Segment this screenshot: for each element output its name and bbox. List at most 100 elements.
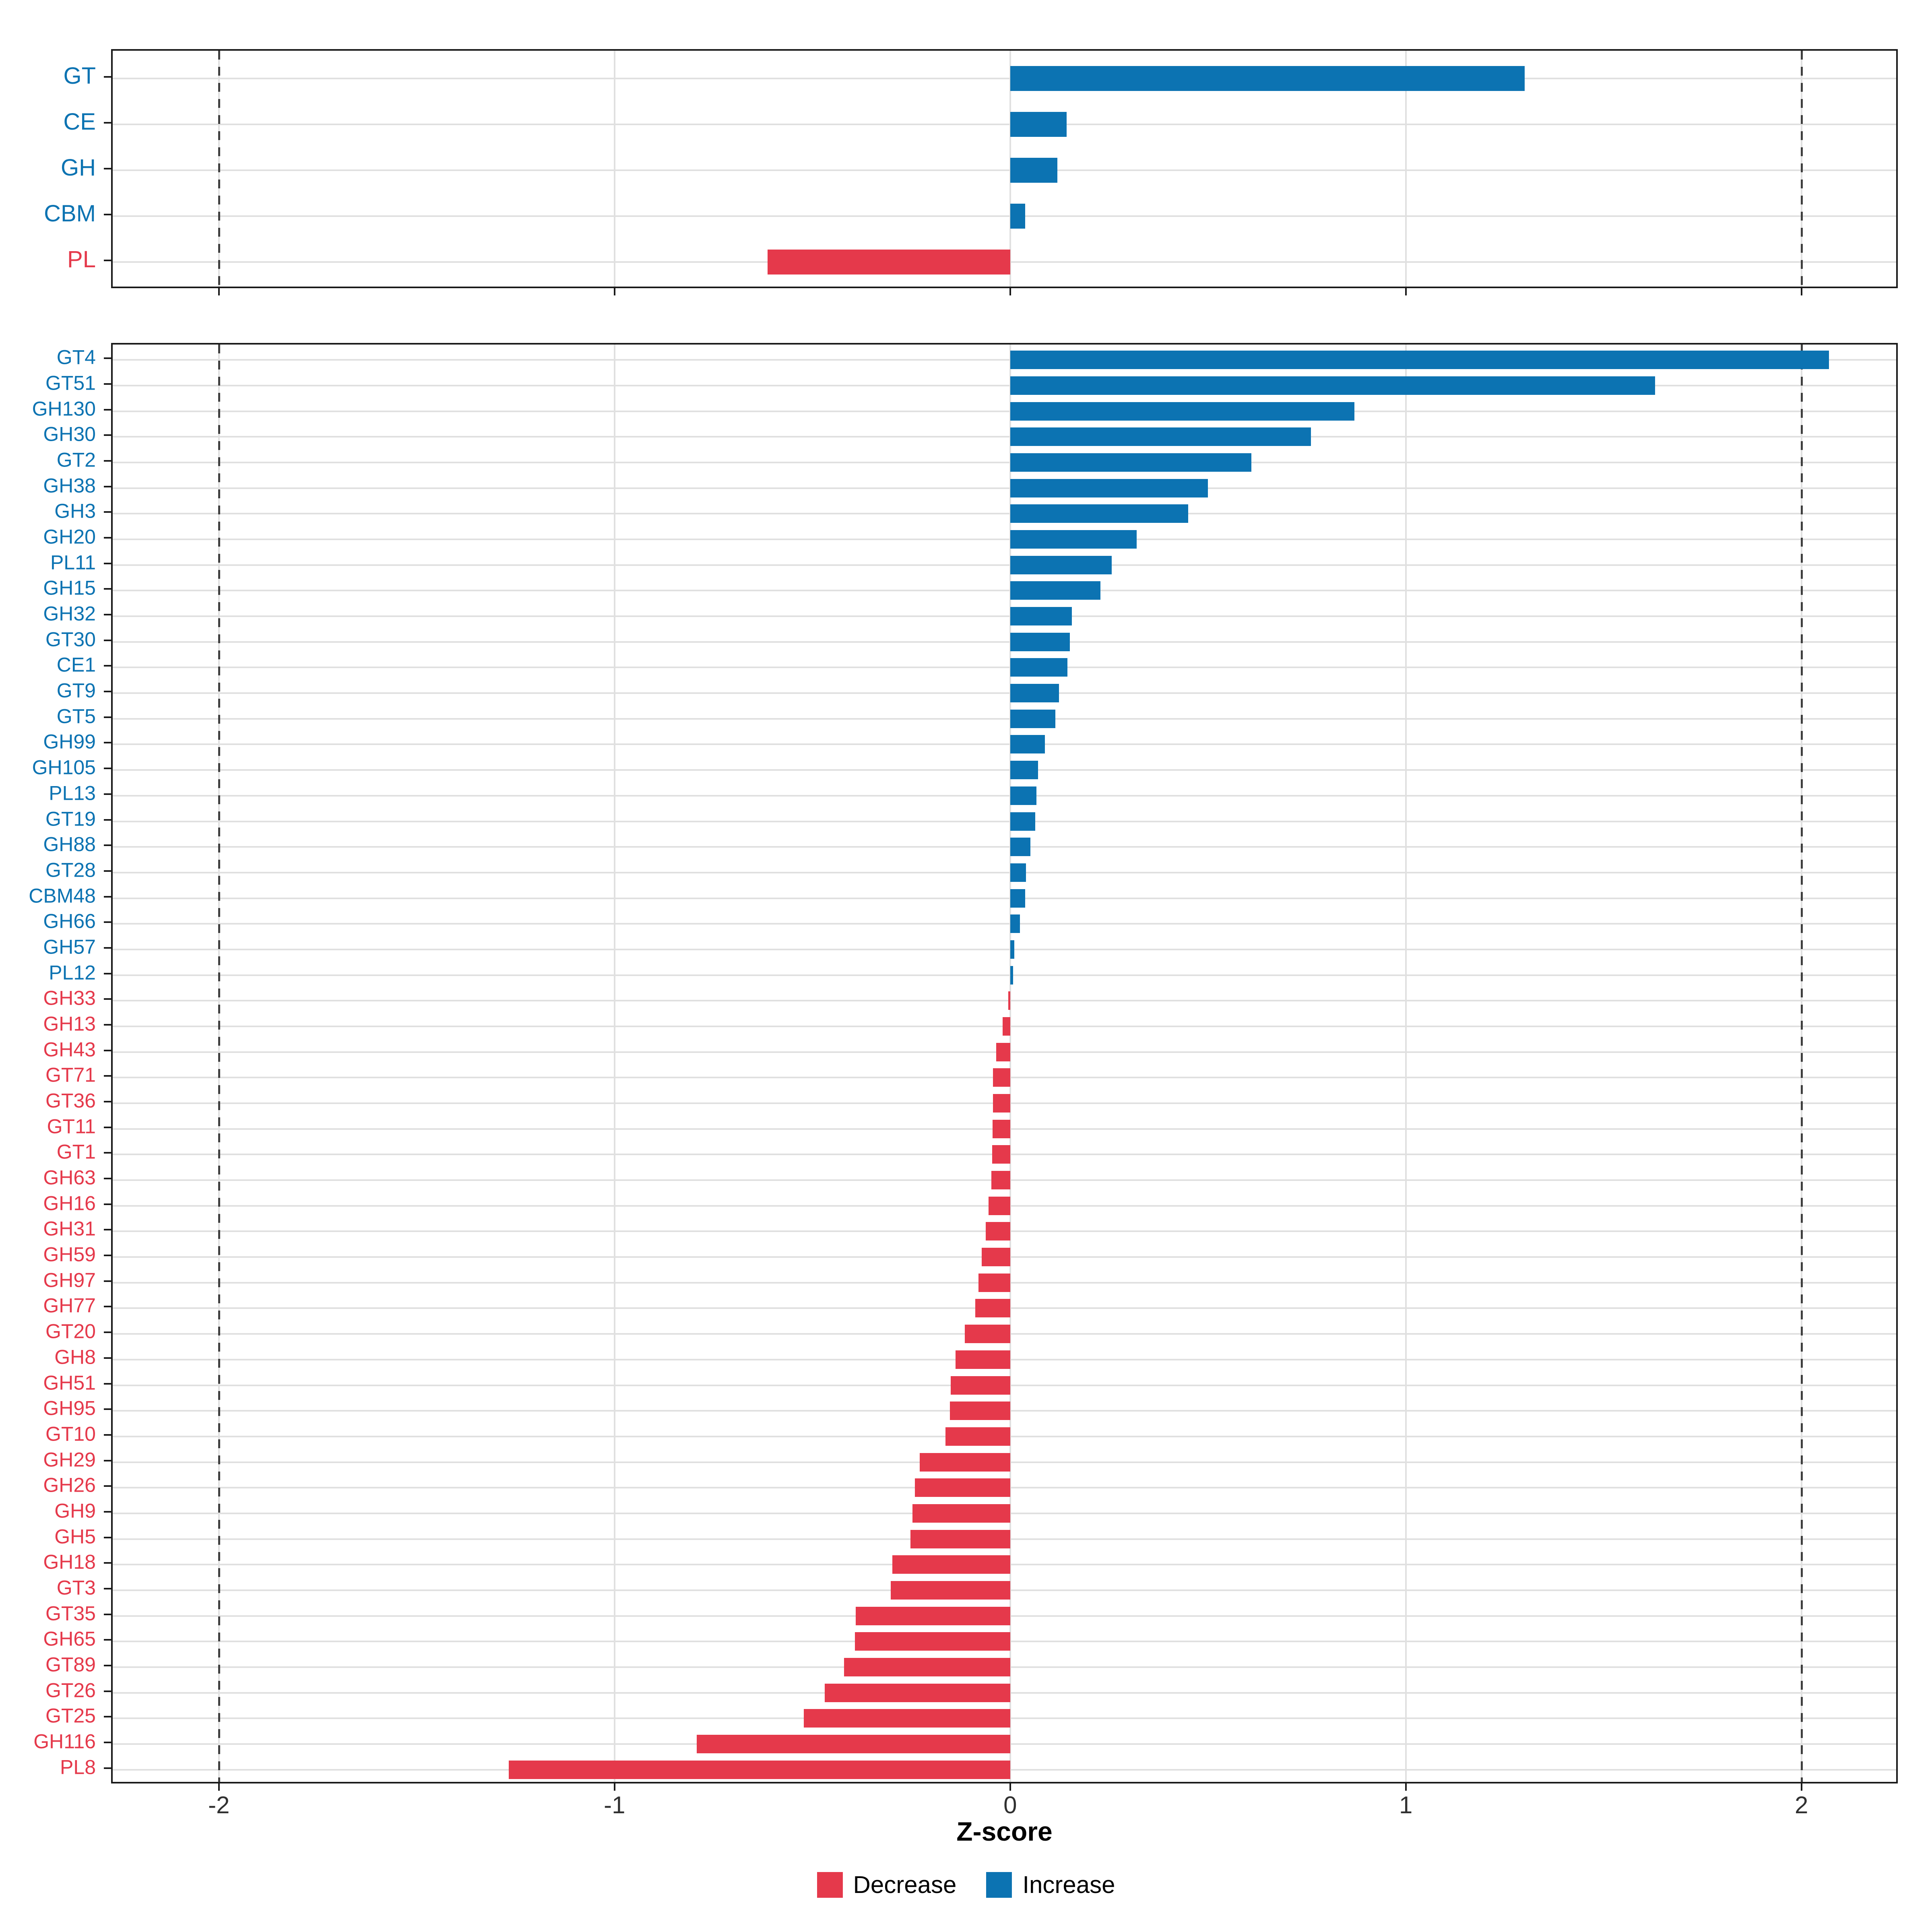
y-tick-mark (104, 691, 111, 693)
y-tick-mark (104, 1767, 111, 1769)
panel-families (111, 343, 1898, 1783)
horizontal-gridline (113, 77, 1896, 79)
category-label-GH30: GH30 (43, 423, 96, 446)
bar-GH38 (1010, 479, 1208, 497)
x-tick-label: -1 (604, 1792, 625, 1818)
y-tick-mark (104, 214, 111, 216)
y-tick-mark (104, 76, 111, 78)
y-tick-mark (104, 1716, 111, 1718)
bar-GT5 (1010, 709, 1055, 728)
category-label-GT10: GT10 (45, 1422, 96, 1445)
y-tick-mark (104, 460, 111, 462)
horizontal-gridline (113, 871, 1896, 873)
y-tick-mark (104, 1126, 111, 1128)
horizontal-gridline (113, 718, 1896, 720)
x-axis-title: Z-score (956, 1816, 1053, 1846)
increase-swatch (986, 1872, 1012, 1898)
bar-GH77 (975, 1299, 1010, 1318)
bar-GH13 (1003, 1017, 1010, 1036)
bar-GH99 (1010, 735, 1045, 754)
category-label-GH63: GH63 (43, 1166, 96, 1189)
category-label-GT25: GT25 (45, 1705, 96, 1728)
y-tick-mark (104, 1485, 111, 1487)
category-label-GT89: GT89 (45, 1653, 96, 1676)
category-label-GT5: GT5 (56, 705, 96, 728)
y-tick-mark (104, 1459, 111, 1461)
y-tick-mark (104, 639, 111, 641)
y-tick-mark (104, 947, 111, 949)
y-tick-mark (104, 665, 111, 667)
category-label-GT9: GT9 (56, 679, 96, 702)
category-label-GT36: GT36 (45, 1089, 96, 1112)
horizontal-gridline (113, 513, 1896, 515)
x-tick-mark (613, 288, 615, 295)
category-label-PL11: PL11 (50, 551, 96, 574)
horizontal-gridline (113, 410, 1896, 412)
bar-GH66 (1010, 914, 1020, 933)
bar-GH18 (892, 1555, 1010, 1574)
category-label-GT19: GT19 (45, 807, 96, 830)
category-label-GT3: GT3 (56, 1576, 96, 1599)
category-label-GT4: GT4 (56, 346, 96, 369)
category-label-PL8: PL8 (60, 1756, 96, 1779)
y-tick-mark (104, 409, 111, 411)
y-tick-mark (104, 1203, 111, 1205)
dashed-reference-line (218, 51, 220, 287)
horizontal-gridline (113, 461, 1896, 463)
bar-GH63 (991, 1171, 1010, 1190)
y-tick-mark (104, 768, 111, 770)
bar-GT10 (945, 1427, 1010, 1446)
bar-GT30 (1010, 632, 1070, 651)
category-label-CBM: CBM (44, 200, 96, 227)
bar-GH51 (951, 1376, 1010, 1395)
category-label-GT11: GT11 (47, 1115, 96, 1138)
horizontal-gridline (113, 538, 1896, 540)
y-tick-mark (104, 1408, 111, 1410)
horizontal-gridline (113, 769, 1896, 771)
category-label-GH116: GH116 (33, 1730, 96, 1753)
horizontal-gridline (113, 948, 1896, 950)
decrease-swatch (817, 1872, 843, 1898)
x-tick-mark (1009, 1783, 1011, 1791)
category-label-GH66: GH66 (43, 910, 96, 933)
bar-GH8 (956, 1350, 1010, 1369)
x-tick-mark (1405, 1783, 1407, 1791)
y-tick-mark (104, 1588, 111, 1589)
y-tick-mark (104, 819, 111, 821)
panel-summary (111, 49, 1898, 288)
bar-PL11 (1010, 555, 1112, 574)
bar-GT4 (1010, 351, 1829, 369)
horizontal-gridline (113, 436, 1896, 438)
category-label-GH31: GH31 (43, 1218, 96, 1241)
bar-GT25 (803, 1709, 1010, 1728)
x-tick-mark (1800, 288, 1802, 295)
y-tick-mark (104, 357, 111, 359)
category-label-CE1: CE1 (56, 654, 96, 677)
vertical-gridline (613, 345, 615, 1782)
y-tick-mark (104, 844, 111, 846)
category-label-GH43: GH43 (43, 1038, 96, 1061)
bar-GT9 (1010, 684, 1059, 703)
horizontal-gridline (113, 1000, 1896, 1002)
bar-CBM (1010, 204, 1026, 229)
y-tick-mark (104, 1075, 111, 1077)
y-tick-mark (104, 998, 111, 1000)
vertical-gridline (1405, 51, 1407, 287)
category-label-GT35: GT35 (45, 1602, 96, 1625)
category-label-GH29: GH29 (43, 1448, 96, 1471)
y-tick-mark (104, 614, 111, 616)
horizontal-gridline (113, 359, 1896, 361)
bar-GH20 (1010, 530, 1137, 549)
bar-PL13 (1010, 786, 1036, 805)
horizontal-gridline (113, 743, 1896, 745)
bar-GT26 (824, 1683, 1010, 1702)
y-tick-mark (104, 511, 111, 513)
x-tick-label: 0 (1003, 1792, 1017, 1818)
vertical-gridline (613, 51, 615, 287)
category-label-GT26: GT26 (45, 1679, 96, 1702)
bar-GH9 (912, 1504, 1010, 1523)
x-tick-mark (1405, 288, 1407, 295)
y-tick-mark (104, 1742, 111, 1744)
category-label-GH97: GH97 (43, 1269, 96, 1292)
horizontal-gridline (113, 384, 1896, 386)
